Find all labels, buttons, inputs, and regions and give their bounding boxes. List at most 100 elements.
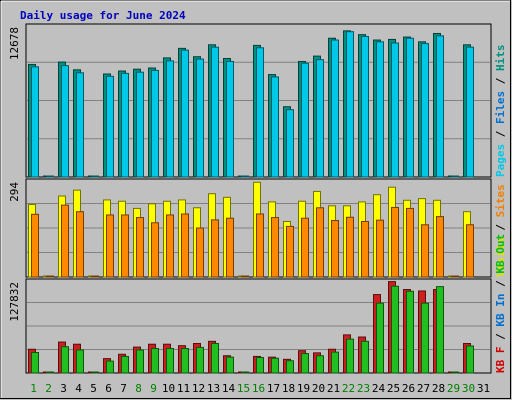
- bar: [421, 302, 429, 374]
- bar: [316, 355, 324, 374]
- bar: [406, 290, 414, 374]
- legend-entry: /: [494, 124, 507, 144]
- bar: [286, 360, 294, 374]
- panel-middle: 294 Visits / Sites: [8, 178, 507, 278]
- x-tick-label: 8: [135, 382, 142, 395]
- x-tick-label: 14: [222, 382, 236, 395]
- bar: [301, 217, 309, 278]
- x-tick-label: 2: [45, 382, 52, 395]
- bar: [451, 275, 459, 278]
- bar: [76, 211, 84, 278]
- x-tick-label: 15: [237, 382, 250, 395]
- bar: [451, 371, 459, 374]
- bar: [241, 275, 249, 278]
- panel-top: 12678 Pages / Files / Hits: [8, 23, 507, 178]
- bar: [121, 72, 129, 178]
- bar: [106, 214, 114, 278]
- x-tick-label: 1: [30, 382, 37, 395]
- bar: [136, 349, 144, 374]
- bar: [391, 285, 399, 374]
- legend-entry: Pages: [494, 144, 507, 177]
- bar: [421, 224, 429, 278]
- bar: [181, 213, 189, 278]
- bar: [226, 60, 234, 178]
- bar: [331, 39, 339, 178]
- bar: [316, 207, 324, 278]
- x-tick-label: 17: [267, 382, 280, 395]
- bar: [436, 35, 444, 178]
- bar: [46, 371, 54, 374]
- x-tick-label: 12: [192, 382, 205, 395]
- series-files: [31, 31, 474, 178]
- bar: [211, 342, 219, 374]
- panel-bottom-bars: [28, 281, 474, 374]
- bar: [256, 213, 264, 278]
- bar: [196, 346, 204, 374]
- bar: [286, 225, 294, 278]
- legend-entry: KB Out: [494, 234, 507, 274]
- bar: [241, 371, 249, 374]
- bar: [346, 338, 354, 374]
- panel-top-ymax-label: 12678: [8, 27, 21, 60]
- panel-middle-bars: [28, 181, 474, 278]
- bar: [136, 71, 144, 178]
- legend-entry: Visits: [494, 237, 507, 277]
- bar: [61, 65, 69, 178]
- bar: [361, 340, 369, 374]
- x-tick-label: 6: [105, 382, 112, 395]
- bar: [361, 35, 369, 178]
- bar: [166, 214, 174, 278]
- bar: [226, 217, 234, 278]
- panel-top-bars: [28, 30, 474, 178]
- bar: [466, 46, 474, 178]
- bar: [181, 348, 189, 374]
- bar: [76, 349, 84, 374]
- legend-entry: Hits: [494, 45, 507, 72]
- legend-entry: KB F: [494, 347, 507, 374]
- x-tick-label: 20: [312, 382, 325, 395]
- bar: [106, 360, 114, 374]
- series-kb-out: [31, 285, 474, 374]
- bar: [406, 207, 414, 278]
- bar: [31, 66, 39, 178]
- panel-bottom-ymax-label: 127832: [8, 282, 21, 322]
- panel-bottom-legend: KB F / KB In / KB Out: [494, 234, 507, 373]
- bar: [121, 355, 129, 374]
- x-tick-label: 16: [252, 382, 265, 395]
- x-tick-label: 23: [357, 382, 370, 395]
- bar: [256, 357, 264, 374]
- chart-panels: 12678 Pages / Files / Hits 294 Visits / Sit…: [8, 23, 507, 374]
- bar: [436, 216, 444, 278]
- x-tick-label: 24: [372, 382, 386, 395]
- panel-middle-legend: Visits / Sites: [494, 184, 507, 277]
- panel-top-legend: Pages / Files / Hits: [494, 45, 507, 178]
- bar: [46, 175, 54, 178]
- bar: [361, 220, 369, 278]
- bar: [391, 206, 399, 278]
- bar: [121, 214, 129, 278]
- bar: [211, 46, 219, 178]
- bar: [331, 351, 339, 374]
- bar: [76, 72, 84, 178]
- bar: [136, 217, 144, 278]
- legend-entry: Files: [494, 91, 507, 124]
- bar: [151, 348, 159, 374]
- bar: [91, 275, 99, 278]
- bar: [181, 49, 189, 178]
- x-tick-label: 19: [297, 382, 310, 395]
- x-tick-label: 29: [447, 382, 460, 395]
- x-tick-label: 21: [327, 382, 340, 395]
- bar: [406, 37, 414, 178]
- x-tick-label: 30: [462, 382, 475, 395]
- bar: [376, 302, 384, 374]
- bar: [271, 76, 279, 178]
- bar: [451, 175, 459, 178]
- x-tick-label: 22: [342, 382, 355, 395]
- x-tick-label: 11: [177, 382, 190, 395]
- x-tick-label: 3: [60, 382, 67, 395]
- panel-middle-ymax-label: 294: [8, 182, 21, 202]
- bar: [376, 219, 384, 278]
- legend-entry: /: [494, 217, 507, 237]
- bar: [376, 41, 384, 178]
- x-tick-label: 9: [150, 382, 157, 395]
